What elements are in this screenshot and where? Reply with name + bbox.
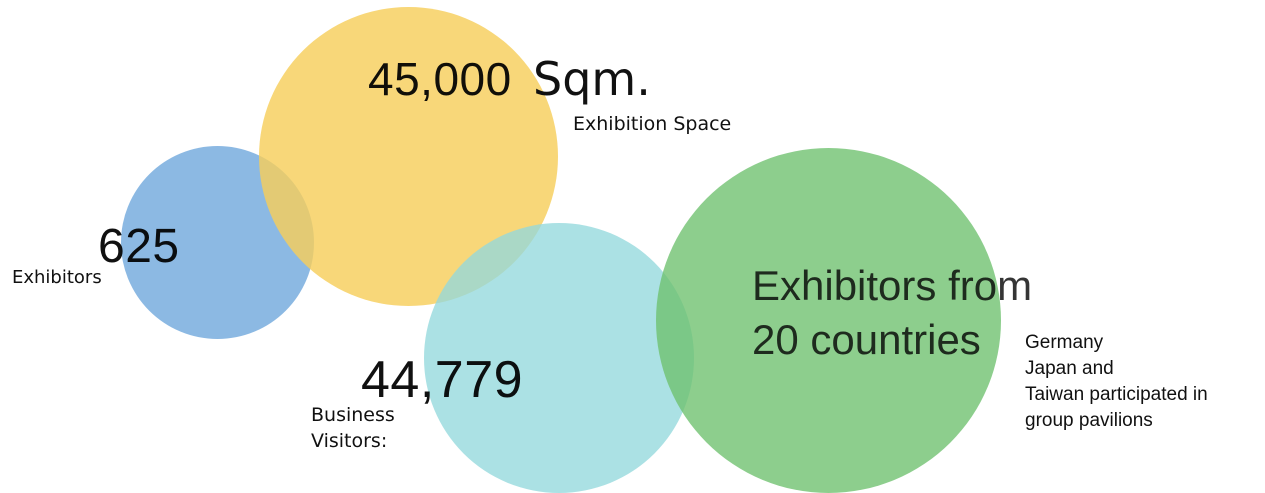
- exhibition-space-unit: Sqm.: [533, 52, 651, 106]
- business-visitors-label-line2: Visitors:: [311, 430, 388, 452]
- countries-note-line: Japan and: [1025, 358, 1114, 379]
- countries-note: Germany Japan and Taiwan participated in…: [1025, 330, 1208, 434]
- countries-headline-line2: 20 countries: [752, 316, 981, 363]
- countries-note-line: Taiwan participated in: [1025, 384, 1208, 405]
- countries-note-line: group pavilions: [1025, 410, 1153, 431]
- countries-headline-line1: Exhibitors from: [752, 262, 1033, 309]
- exhibitors-number: 625: [98, 220, 180, 273]
- countries-note-line: Germany: [1025, 332, 1104, 353]
- business-visitors-number: 44,779: [361, 351, 524, 409]
- business-visitors-circle: [424, 223, 694, 493]
- exhibitors-label: Exhibitors: [12, 267, 102, 288]
- countries-circle: [656, 148, 1001, 493]
- business-visitors-label-line1: Business: [311, 404, 395, 426]
- exhibition-space-label: Exhibition Space: [573, 113, 732, 135]
- exhibition-space-number: 45,000: [368, 53, 512, 105]
